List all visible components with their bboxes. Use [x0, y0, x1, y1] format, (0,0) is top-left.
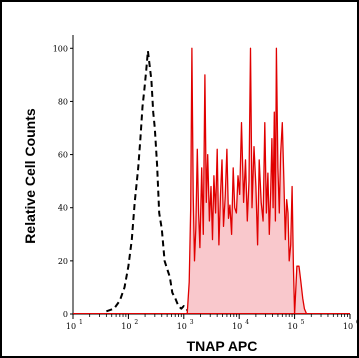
y-tick-label-0: 0: [63, 310, 68, 319]
y-tick-label-5: 100: [53, 44, 68, 53]
x-tick-exponent-5: 6: [356, 319, 359, 326]
x-tick-exponent-4: 5: [301, 319, 305, 326]
x-tick-exponent-1: 2: [134, 319, 138, 326]
y-tick-label-2: 40: [58, 204, 68, 213]
series-layer: [106, 47, 308, 315]
x-tick-label-1: 10: [121, 322, 131, 331]
x-tick-label-0: 10: [66, 322, 76, 331]
y-tick-label-3: 60: [58, 151, 68, 160]
series-1-line: [186, 47, 308, 315]
x-tick-exponent-2: 3: [190, 319, 194, 326]
x-tick-label-5: 10: [343, 322, 353, 331]
x-tick-exponent-3: 4: [245, 319, 249, 326]
y-tick-label-4: 80: [58, 97, 68, 106]
x-tick-label-4: 10: [288, 322, 298, 331]
series-0-line: [106, 49, 189, 313]
x-tick-label-2: 10: [177, 322, 187, 331]
x-tick-exponent-0: 1: [79, 319, 83, 326]
y-tick-label-1: 20: [58, 257, 68, 266]
x-axis-title: TNAP APC: [187, 338, 258, 354]
axes: [72, 35, 350, 315]
x-tick-label-3: 10: [232, 322, 242, 331]
y-axis-title: Relative Cell Counts: [22, 108, 38, 244]
